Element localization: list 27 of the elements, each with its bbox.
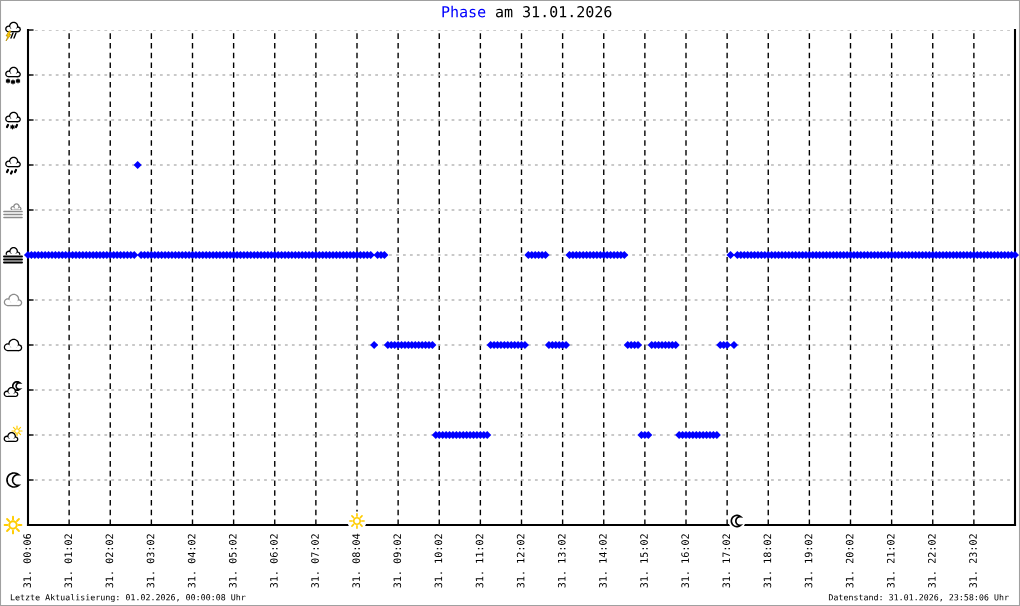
x-tick-label: 31. 16:02 <box>681 534 689 588</box>
x-tick-label: 31. 12:02 <box>516 534 525 588</box>
x-tick-label: 31. 18:02 <box>763 534 772 588</box>
text: Letzte Aktualisierung: 01.02.2026, 00:00:08 Uhr <box>10 593 246 603</box>
x-tick-label: 31. 08:04 <box>352 533 360 588</box>
x-tick-label: 31. 01:02 <box>64 534 73 588</box>
x-tick-label: 31. 07:02 <box>311 534 319 588</box>
x-tick-label: 31. 13:02 <box>557 534 566 588</box>
x-tick-label: 31. 17:02 <box>722 534 731 588</box>
x-tick-label: 31. 21:02 <box>886 534 895 588</box>
x-tick-label: 31. 06:02 <box>270 534 278 588</box>
chart-title: Phase am 31.01.2026 <box>442 5 612 18</box>
x-tick-label: 31. 10:02 <box>434 534 443 588</box>
x-tick-label: 31. 02:02 <box>105 534 114 588</box>
x-tick-label: 31. 00:06 <box>23 533 31 588</box>
x-tick-label: 31. 05:02 <box>228 534 237 588</box>
x-tick-label: 31. 09:02 <box>393 534 402 588</box>
x-tick-label: 31. 23:02 <box>969 534 977 588</box>
x-tick-label: 31. 20:02 <box>845 534 854 588</box>
x-tick-label: 31. 04:02 <box>187 534 196 588</box>
x-tick-label: 31. 19:02 <box>804 534 813 588</box>
x-tick-label: 31. 14:02 <box>599 534 607 588</box>
x-tick-label: 31. 11:02 <box>475 534 484 588</box>
x-tick-label: 31. 22:02 <box>928 534 936 588</box>
x-tick-label: 31. 15:02 <box>640 534 648 588</box>
text: Datenstand: 31.01.2026, 23:58:06 Uhr <box>828 593 1009 602</box>
x-tick-label: 31. 03:02 <box>146 534 155 588</box>
